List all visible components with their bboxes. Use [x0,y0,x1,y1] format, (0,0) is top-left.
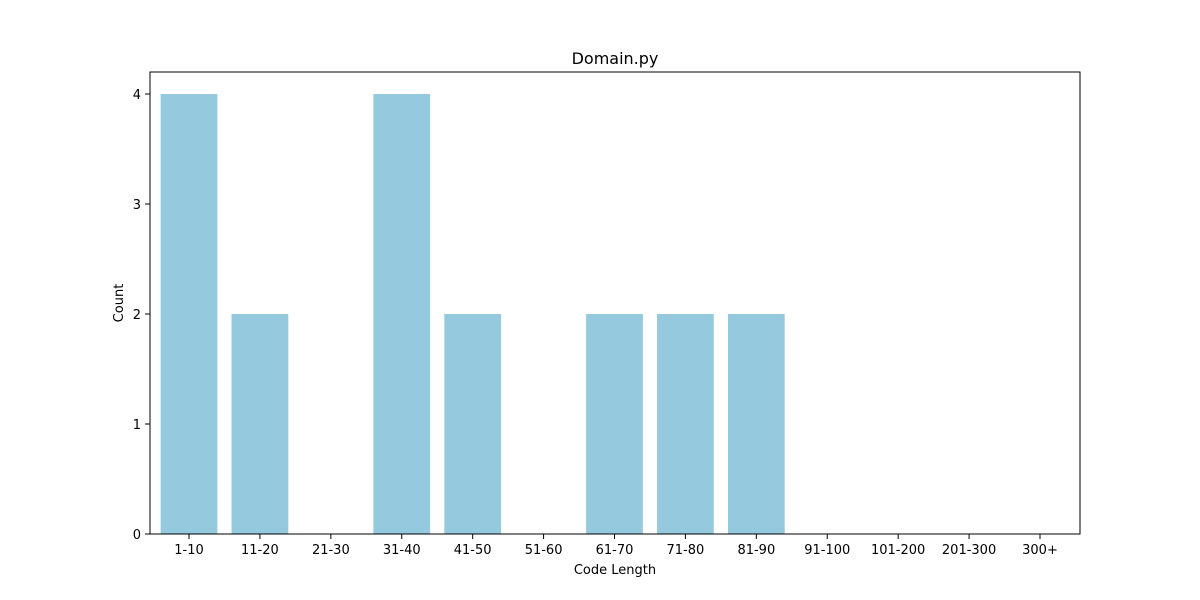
y-tick-label: 1 [133,418,141,433]
x-tick-label: 11-20 [241,543,279,558]
y-tick-label: 2 [133,308,141,323]
y-axis-label: Count [112,284,127,323]
chart-title: Domain.py [572,49,659,68]
x-tick-label: 300+ [1022,543,1058,558]
x-tick-label: 31-40 [383,543,421,558]
x-tick-label: 61-70 [596,543,634,558]
bar-11-20 [232,314,289,534]
x-tick-label: 201-300 [942,543,996,558]
y-tick-label: 3 [133,198,141,213]
x-tick-label: 51-60 [525,543,563,558]
x-tick-label: 21-30 [312,543,350,558]
x-axis-label: Code Length [574,563,656,578]
x-tick-label: 91-100 [804,543,850,558]
x-tick-label: 81-90 [737,543,775,558]
x-axis: 1-10 11-20 21-30 31-40 41-50 51-60 61-70 71-80 8… [174,534,1058,558]
y-tick-label: 4 [133,88,141,103]
y-axis: 0 1 2 3 4 [133,88,150,543]
bar-1-10 [161,94,218,534]
bar-71-80 [657,314,714,534]
x-tick-label: 41-50 [454,543,492,558]
x-tick-label: 1-10 [174,543,204,558]
x-tick-label: 71-80 [667,543,705,558]
y-tick-label: 0 [133,528,141,543]
x-tick-label: 101-200 [871,543,925,558]
bar-81-90 [728,314,785,534]
bar-61-70 [586,314,643,534]
bar-41-50 [444,314,501,534]
bars-group [161,94,785,534]
bar-31-40 [373,94,430,534]
